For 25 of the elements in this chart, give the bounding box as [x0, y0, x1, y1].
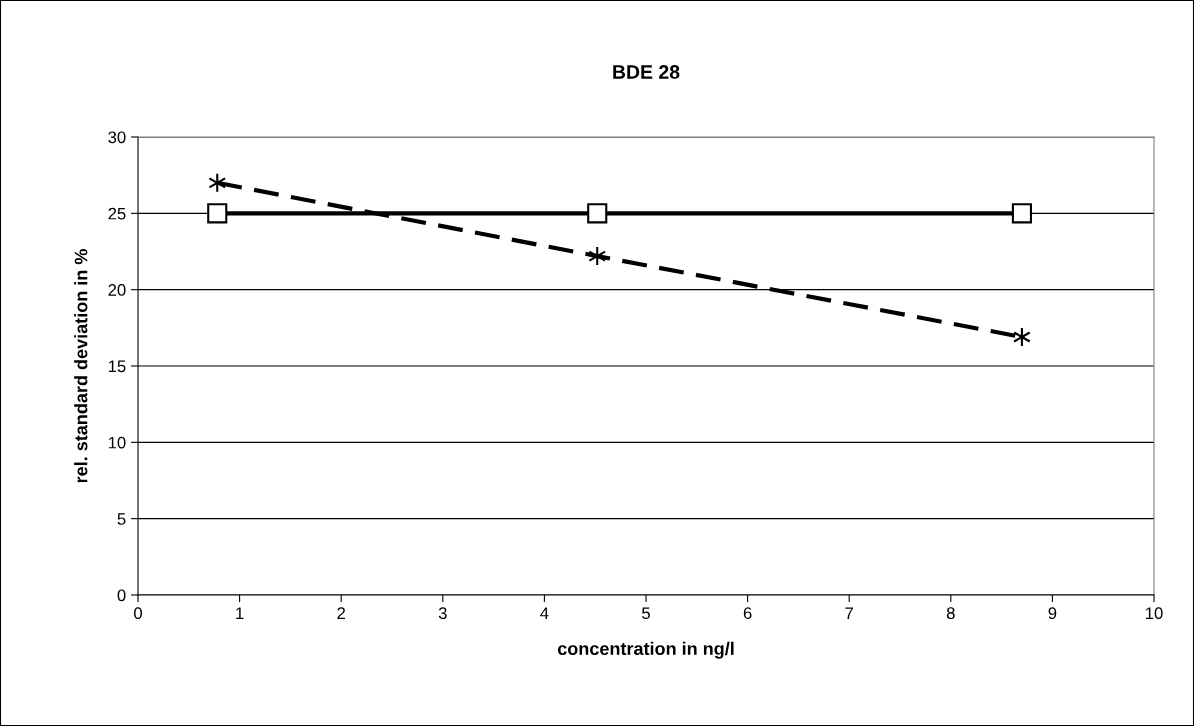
- y-tick-label: 0: [117, 589, 126, 602]
- x-tick-label: 5: [642, 607, 650, 620]
- x-tick-label: 6: [743, 607, 752, 620]
- x-tick-label: 0: [134, 607, 142, 620]
- x-tick-label: 9: [1048, 607, 1057, 620]
- y-axis-title: rel. standard deviation in %: [74, 249, 88, 483]
- x-tick-label: 1: [236, 607, 244, 619]
- x-tick-label: 4: [540, 607, 549, 619]
- x-tick-label: 7: [845, 607, 853, 619]
- x-tick-label: 10: [1146, 607, 1163, 620]
- y-tick-label: 20: [108, 284, 126, 296]
- chart-title: BDE 28: [613, 65, 680, 79]
- point: [1011, 203, 1032, 224]
- y-tick-label: 15: [108, 360, 126, 373]
- x-axis-title: concentration in ng/l: [557, 641, 734, 659]
- point: [207, 203, 228, 224]
- y-tick-label: 25: [108, 207, 126, 220]
- x-tick-label: 8: [946, 607, 955, 620]
- x-tick-label: 2: [337, 607, 345, 619]
- x-tick-label: 3: [438, 607, 447, 620]
- point: [587, 203, 608, 224]
- y-tick-label: 10: [108, 436, 126, 449]
- y-tick-label: 30: [108, 131, 126, 144]
- point: [208, 172, 227, 193]
- y-tick-label: 5: [117, 513, 126, 525]
